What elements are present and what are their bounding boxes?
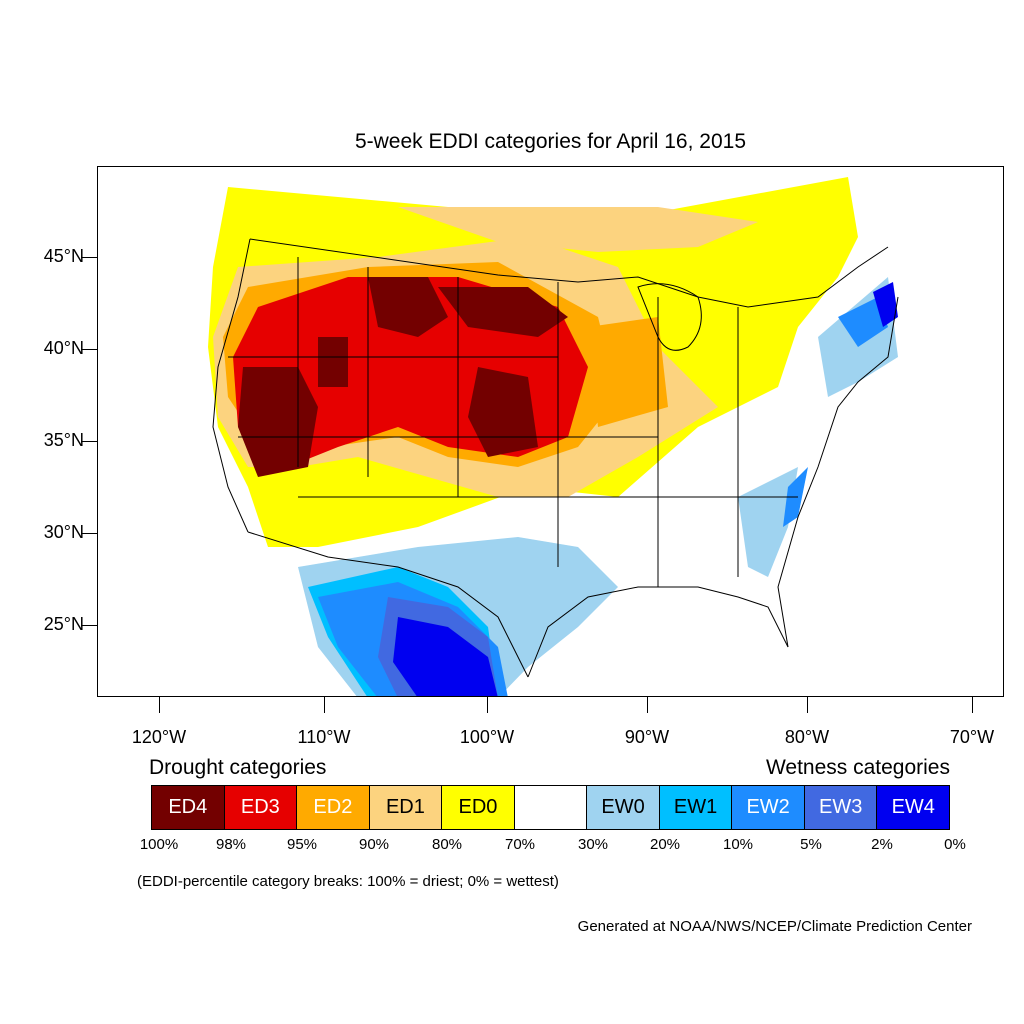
break-label: 2%	[871, 836, 893, 853]
break-label: 90%	[358, 836, 390, 853]
credit-text: Generated at NOAA/NWS/NCEP/Climate Predi…	[577, 918, 972, 935]
break-label: 98%	[215, 836, 247, 853]
legend-ew2: EW2	[732, 786, 805, 829]
lon-label-90w: 90°W	[624, 727, 670, 747]
break-label: 100%	[139, 836, 179, 853]
break-label: 70%	[504, 836, 536, 853]
legend-ew0: EW0	[587, 786, 660, 829]
lon-tick-100w	[487, 697, 488, 713]
region-ed4-nw	[368, 277, 448, 337]
lat-label-25n: 25°N	[43, 614, 84, 634]
legend-normal	[514, 786, 588, 829]
boundaries	[212, 238, 899, 678]
lon-tick-70w	[972, 697, 973, 713]
legend-bar: ED4 ED3 ED2 ED1 ED0 EW0 EW1 EW2 EW3 EW4	[151, 785, 950, 830]
lat-label-30n: 30°N	[43, 522, 84, 542]
lat-tick-40n	[81, 349, 97, 350]
lat-label-40n: 40°N	[43, 338, 84, 358]
lon-tick-120w	[159, 697, 160, 713]
legend-ed4: ED4	[152, 786, 225, 829]
legend-ed1: ED1	[369, 786, 443, 829]
break-label: 10%	[722, 836, 754, 853]
breaks-note: (EDDI-percentile category breaks: 100% =…	[137, 873, 559, 890]
map-frame	[97, 166, 1004, 697]
legend-ew4: EW4	[877, 786, 950, 829]
lon-tick-90w	[647, 697, 648, 713]
atlantic-coast	[777, 296, 899, 648]
legend-ed2: ED2	[297, 786, 370, 829]
region-ed4-neb	[468, 367, 538, 457]
lon-tick-110w	[324, 697, 325, 713]
gulf-coast	[527, 586, 789, 678]
lat-label-35n: 35°N	[43, 430, 84, 450]
pacific-coast	[212, 238, 251, 533]
break-label: 95%	[286, 836, 318, 853]
lon-tick-80w	[807, 697, 808, 713]
region-ew4-ne	[873, 282, 898, 327]
region-ed2-iowa	[588, 317, 668, 427]
region-ew0-se	[738, 467, 798, 577]
us-mexico-border	[247, 531, 529, 678]
break-label: 30%	[577, 836, 609, 853]
lat-tick-45n	[81, 257, 97, 258]
lon-label-70w: 70°W	[949, 727, 995, 747]
wetness-heading: Wetness categories	[765, 756, 950, 779]
lon-label-120w: 120°W	[131, 727, 187, 747]
region-ew2-ne	[838, 297, 888, 347]
region-ed4-sd	[438, 287, 568, 337]
lat-label-45n: 45°N	[43, 246, 84, 266]
eddi-map	[208, 177, 899, 696]
break-label: 20%	[649, 836, 681, 853]
legend-ed0: ED0	[442, 786, 515, 829]
drought-heading: Drought categories	[149, 756, 327, 779]
lon-label-110w: 110°W	[297, 727, 351, 747]
region-ew4-south	[393, 617, 498, 696]
map-title: 5-week EDDI categories for April 16, 201…	[354, 130, 747, 153]
lon-label-100w: 100°W	[459, 727, 515, 747]
legend-ew1: EW1	[659, 786, 733, 829]
lon-label-80w: 80°W	[784, 727, 830, 747]
lat-tick-25n	[81, 625, 97, 626]
legend-ew3: EW3	[804, 786, 878, 829]
break-label: 5%	[800, 836, 822, 853]
lat-tick-30n	[81, 533, 97, 534]
break-label: 0%	[944, 836, 966, 853]
lat-tick-35n	[81, 441, 97, 442]
legend-ed3: ED3	[224, 786, 298, 829]
region-ed1-north	[398, 207, 758, 252]
break-label: 80%	[431, 836, 463, 853]
great-lakes	[637, 283, 702, 351]
region-ed4-nv	[318, 337, 348, 387]
